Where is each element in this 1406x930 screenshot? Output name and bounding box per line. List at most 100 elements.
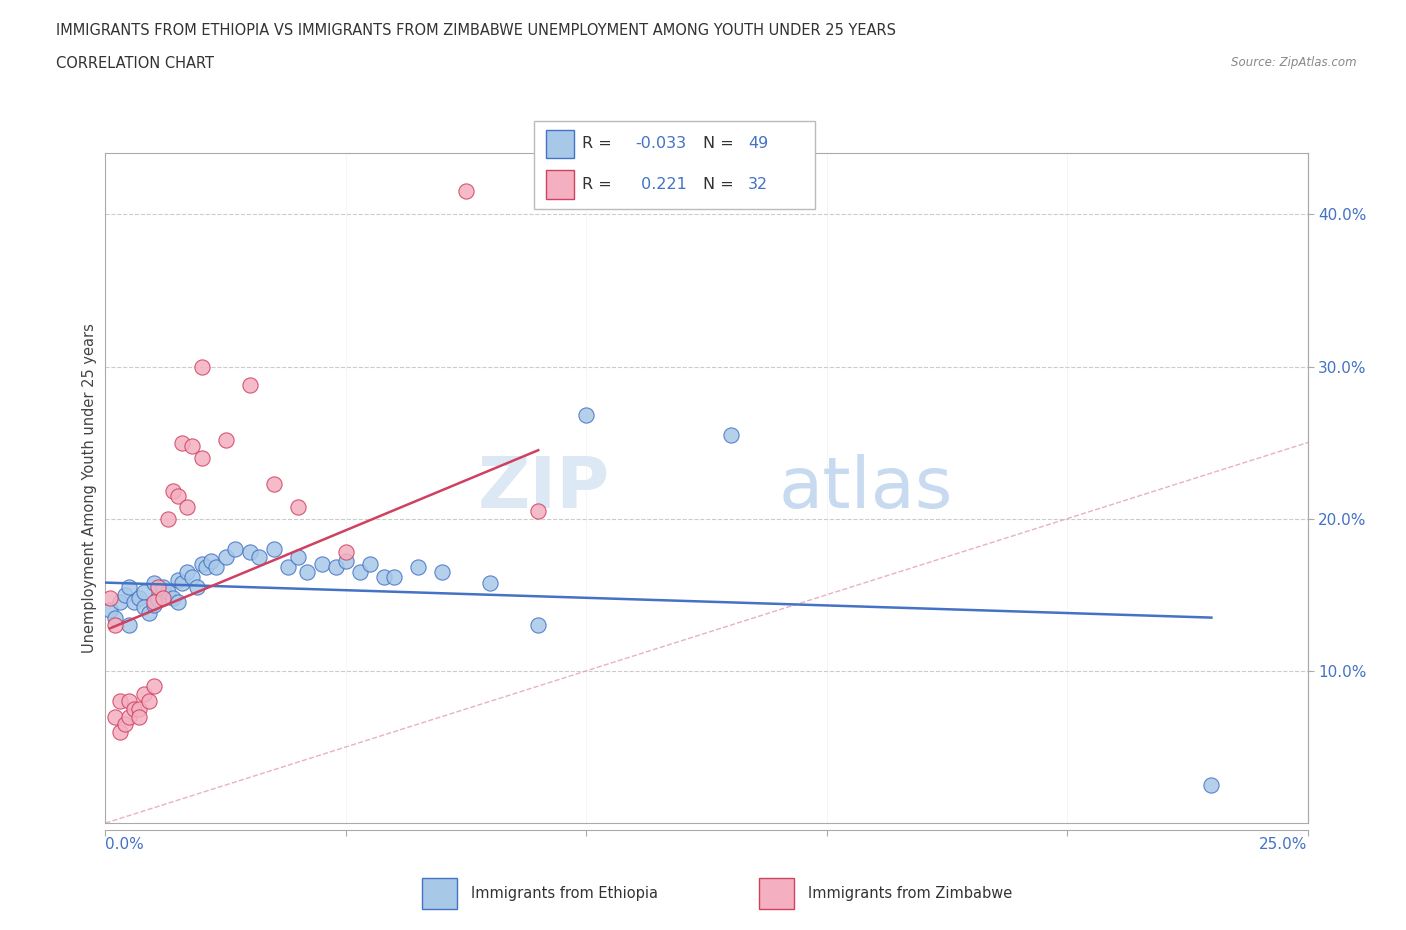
Point [114, 717, 136, 732]
Point [287, 499, 309, 514]
Point [224, 541, 246, 556]
Text: IMMIGRANTS FROM ETHIOPIA VS IMMIGRANTS FROM ZIMBABWE UNEMPLOYMENT AMONG YOUTH UN: IMMIGRANTS FROM ETHIOPIA VS IMMIGRANTS F… [56, 23, 896, 38]
Point [132, 584, 155, 599]
FancyBboxPatch shape [546, 170, 574, 199]
Point [239, 378, 262, 392]
Point [152, 579, 174, 594]
Point [186, 579, 208, 594]
Point [527, 504, 550, 519]
Point [124, 701, 146, 716]
Text: Immigrants from Zimbabwe: Immigrants from Zimbabwe [808, 886, 1012, 901]
Point [104, 618, 127, 632]
Point [720, 428, 742, 443]
Text: -0.033: -0.033 [636, 137, 686, 152]
Point [166, 572, 188, 587]
Text: CORRELATION CHART: CORRELATION CHART [56, 56, 214, 71]
Point [108, 694, 131, 709]
Point [128, 701, 150, 716]
Point [359, 557, 381, 572]
Point [138, 694, 160, 709]
Point [166, 488, 188, 503]
Point [98, 591, 121, 605]
Point [162, 484, 184, 498]
Point [325, 560, 347, 575]
Text: 49: 49 [748, 137, 768, 152]
Point [205, 560, 228, 575]
Point [104, 709, 127, 724]
Point [247, 550, 270, 565]
Point [190, 359, 212, 374]
Point [118, 618, 141, 632]
Point [311, 557, 333, 572]
FancyBboxPatch shape [546, 130, 574, 158]
Point [181, 438, 204, 453]
Point [335, 545, 357, 560]
Point [156, 584, 179, 599]
Text: N =: N = [703, 137, 740, 152]
Point [263, 476, 285, 491]
Point [181, 569, 204, 584]
Text: ZIP: ZIP [478, 454, 610, 523]
Point [239, 545, 262, 560]
Text: R =: R = [582, 137, 617, 152]
Point [172, 575, 194, 590]
FancyBboxPatch shape [759, 878, 794, 910]
Point [118, 709, 141, 724]
Point [430, 565, 453, 579]
Point [132, 686, 155, 701]
Point [118, 579, 141, 594]
Point [454, 184, 477, 199]
Point [190, 450, 212, 465]
Point [142, 595, 165, 610]
Point [382, 569, 405, 584]
Point [527, 618, 550, 632]
Text: 32: 32 [748, 177, 768, 192]
Point [349, 565, 371, 579]
Text: Source: ZipAtlas.com: Source: ZipAtlas.com [1232, 56, 1357, 69]
Point [214, 432, 236, 447]
Point [114, 588, 136, 603]
Point [118, 694, 141, 709]
Point [1201, 777, 1223, 792]
Text: N =: N = [703, 177, 740, 192]
Y-axis label: Unemployment Among Youth under 25 years: Unemployment Among Youth under 25 years [82, 324, 97, 653]
Point [297, 565, 319, 579]
Point [479, 575, 502, 590]
Point [575, 407, 598, 422]
Point [166, 595, 188, 610]
Point [142, 598, 165, 613]
Point [335, 554, 357, 569]
Point [142, 679, 165, 694]
Point [373, 569, 395, 584]
Point [124, 595, 146, 610]
Text: R =: R = [582, 177, 617, 192]
Point [108, 724, 131, 739]
Point [287, 550, 309, 565]
Text: atlas: atlas [779, 454, 953, 523]
Point [406, 560, 429, 575]
Point [152, 591, 174, 605]
Point [98, 603, 121, 618]
Point [263, 541, 285, 556]
Point [108, 595, 131, 610]
Point [148, 579, 170, 594]
FancyBboxPatch shape [534, 121, 815, 209]
Point [190, 557, 212, 572]
Point [138, 605, 160, 620]
Point [132, 600, 155, 615]
Point [156, 512, 179, 526]
Text: 0.0%: 0.0% [105, 837, 145, 852]
Point [128, 591, 150, 605]
Point [176, 565, 198, 579]
Point [142, 575, 165, 590]
Text: 0.221: 0.221 [636, 177, 686, 192]
Point [172, 435, 194, 450]
Point [195, 560, 218, 575]
Point [176, 499, 198, 514]
Point [128, 709, 150, 724]
Text: 25.0%: 25.0% [1260, 837, 1308, 852]
Point [214, 550, 236, 565]
Point [148, 591, 170, 606]
Text: Immigrants from Ethiopia: Immigrants from Ethiopia [471, 886, 658, 901]
Point [200, 554, 222, 569]
